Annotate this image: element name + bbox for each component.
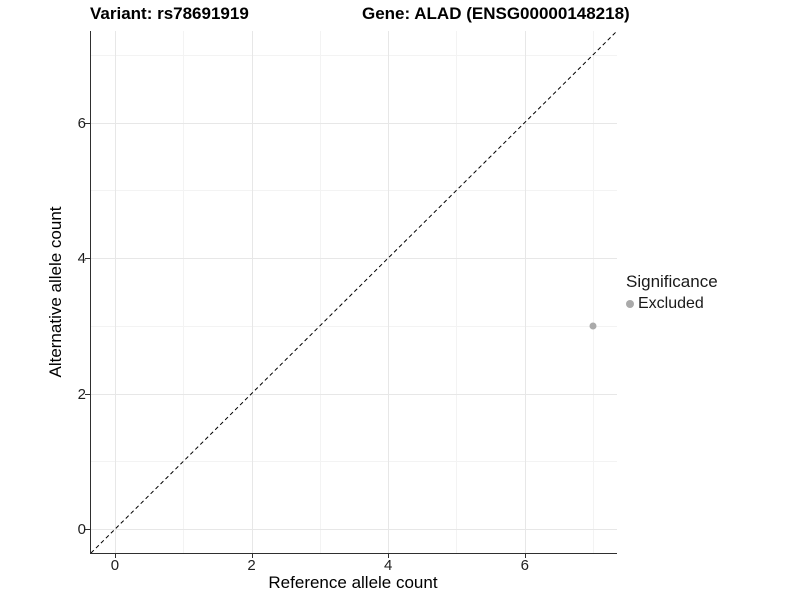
gridline-major-h — [91, 393, 617, 395]
gridline-minor-h — [91, 461, 617, 463]
gridline-major-h — [91, 529, 617, 531]
gridline-minor-h — [91, 190, 617, 192]
legend-key-dot-icon — [626, 300, 634, 308]
x-tick-mark — [114, 553, 116, 558]
plot-title-variant: Variant: rs78691919 — [90, 4, 249, 23]
legend-item-excluded: Excluded — [626, 295, 718, 313]
y-tick-mark — [85, 529, 90, 531]
gridline-major-h — [91, 122, 617, 124]
plot-title-gene: Gene: ALAD (ENSG00000148218) — [362, 4, 630, 23]
y-tick-mark — [85, 258, 90, 260]
x-tick-label: 4 — [383, 557, 393, 574]
legend-title: Significance — [626, 272, 718, 291]
y-tick-mark — [85, 122, 90, 124]
x-tick-mark — [388, 553, 390, 558]
gridline-minor-v — [319, 31, 321, 553]
gridline-minor-v — [593, 31, 595, 553]
y-tick-label: 4 — [77, 250, 86, 268]
y-tick-label: 2 — [77, 385, 86, 403]
gridline-minor-h — [91, 54, 617, 56]
gridline-major-v — [524, 31, 526, 553]
legend-item-label: Excluded — [638, 295, 704, 312]
gridline-minor-v — [456, 31, 458, 553]
y-tick-label: 6 — [77, 114, 86, 132]
gridline-major-h — [91, 258, 617, 260]
y-axis-title: Alternative allele count — [46, 206, 65, 378]
data-point — [589, 322, 597, 330]
gridline-major-v — [114, 31, 116, 553]
x-tick-mark — [251, 553, 253, 558]
gridline-minor-v — [183, 31, 185, 553]
y-tick-label: 0 — [77, 521, 86, 539]
identity-line — [91, 31, 617, 553]
gridline-major-v — [388, 31, 390, 553]
gridline-minor-h — [91, 325, 617, 327]
y-tick-mark — [85, 393, 90, 395]
legend: Significance Excluded — [626, 272, 718, 313]
x-tick-label: 2 — [247, 557, 256, 574]
x-tick-label: 6 — [520, 557, 529, 574]
x-tick-mark — [524, 553, 526, 558]
x-tick-label: 0 — [110, 557, 120, 574]
gridline-major-v — [251, 31, 253, 553]
x-axis-title: Reference allele count — [268, 573, 438, 592]
plot-panel — [90, 31, 617, 554]
